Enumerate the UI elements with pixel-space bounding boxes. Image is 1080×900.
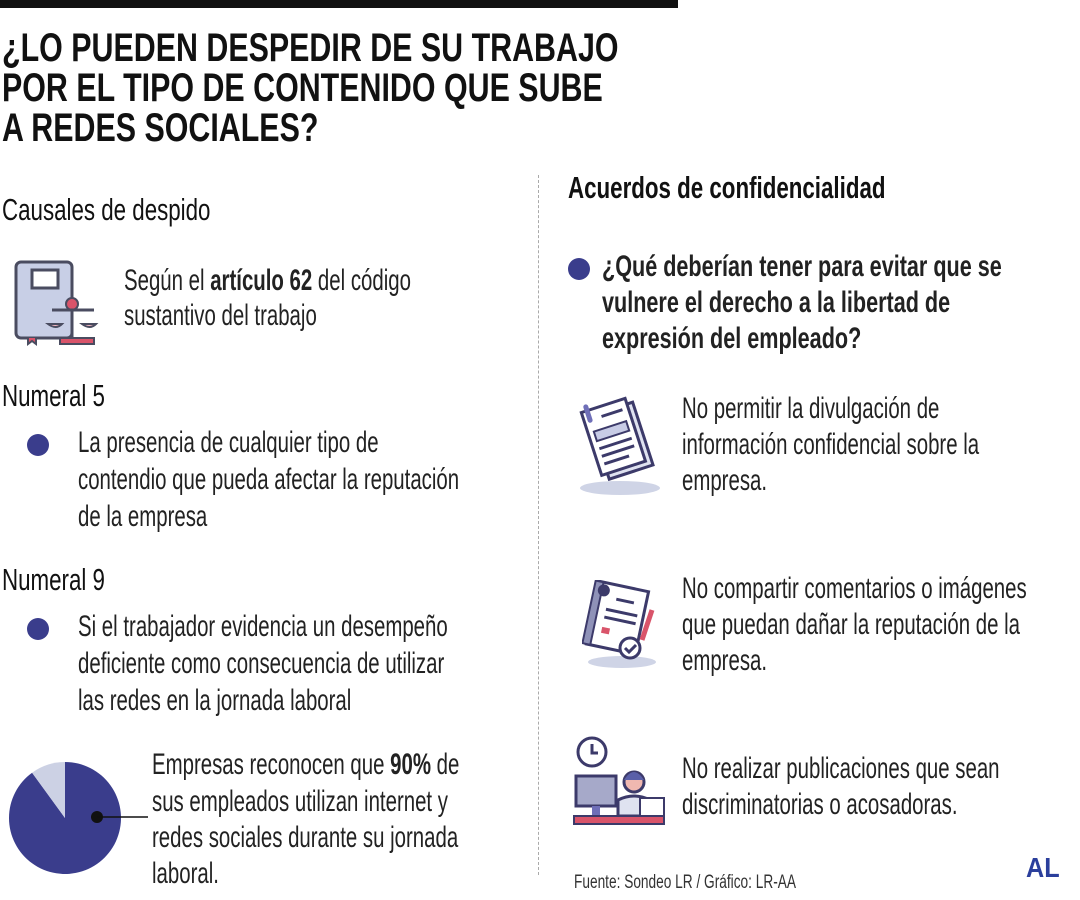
title-line-3: A REDES SOCIALES? xyxy=(2,106,319,150)
item-1-line: No permitir la divulgación de xyxy=(682,392,940,425)
causales-heading: Causales de despido xyxy=(2,192,211,227)
numeral-5-line: contendio que pueda afectar la reputació… xyxy=(78,463,460,496)
item-1-line: empresa. xyxy=(682,464,768,497)
question-line: ¿Qué deberían tener para evitar que se xyxy=(602,250,1002,283)
stat-line-4: laboral. xyxy=(152,857,219,890)
item-3-line: No realizar publicaciones que sean xyxy=(682,752,1000,785)
item-1-line: información confidencial sobre la xyxy=(682,428,980,461)
stat-line-2: sus empleados utilizan internet y xyxy=(152,785,448,818)
item-3-line: discriminatorias o acosadoras. xyxy=(682,788,958,821)
numeral-9-label: Numeral 9 xyxy=(2,562,105,597)
title-line-1: ¿LO PUEDEN DESPEDIR DE SU TRABAJO xyxy=(2,26,619,70)
article-line-2: sustantivo del trabajo xyxy=(124,299,317,332)
bullet-icon xyxy=(27,618,49,640)
source-note: Fuente: Sondeo LR / Gráfico: LR-AA xyxy=(574,872,797,893)
stat-line-1: Empresas reconocen que 90% de xyxy=(152,748,460,781)
numeral-5-line: de la empresa xyxy=(78,500,208,533)
stat-line-3: redes sociales durante su jornada xyxy=(152,821,459,854)
numeral-9-line: las redes en la jornada laboral xyxy=(78,684,352,717)
question-line: expresión del empleado? xyxy=(602,322,862,355)
brand-logo: AL xyxy=(1026,852,1060,883)
confidencialidad-heading: Acuerdos de confidencialidad xyxy=(568,170,886,205)
question-line: vulnere el derecho a la libertad de xyxy=(602,286,951,319)
documents-icon xyxy=(579,396,660,495)
numeral-9-line: Si el trabajador evidencia un desempeño xyxy=(78,610,448,643)
numeral-9-line: deficiente como consecuencia de utilizar xyxy=(78,647,445,680)
signed-contract-icon xyxy=(582,580,656,668)
title-line-2: POR EL TIPO DE CONTENIDO QUE SUBE xyxy=(2,66,603,110)
numeral-5-line: La presencia de cualquier tipo de xyxy=(78,426,379,459)
pie-chart xyxy=(8,762,148,874)
item-2-line: empresa. xyxy=(682,644,768,677)
pie-slice-1 xyxy=(32,762,65,818)
top-rule xyxy=(0,0,678,8)
bullet-icon xyxy=(27,434,49,456)
law-book-icon xyxy=(14,260,99,346)
item-2-line: que puedan dañar la reputación de la xyxy=(682,608,1021,641)
employee-desk-icon xyxy=(573,736,665,825)
column-divider xyxy=(538,175,539,875)
item-2-line: No compartir comentarios o imágenes xyxy=(682,572,1027,605)
bullet-icon xyxy=(568,258,590,280)
article-line-1: Según el artículo 62 del código xyxy=(124,264,411,297)
numeral-5-label: Numeral 5 xyxy=(2,378,105,413)
